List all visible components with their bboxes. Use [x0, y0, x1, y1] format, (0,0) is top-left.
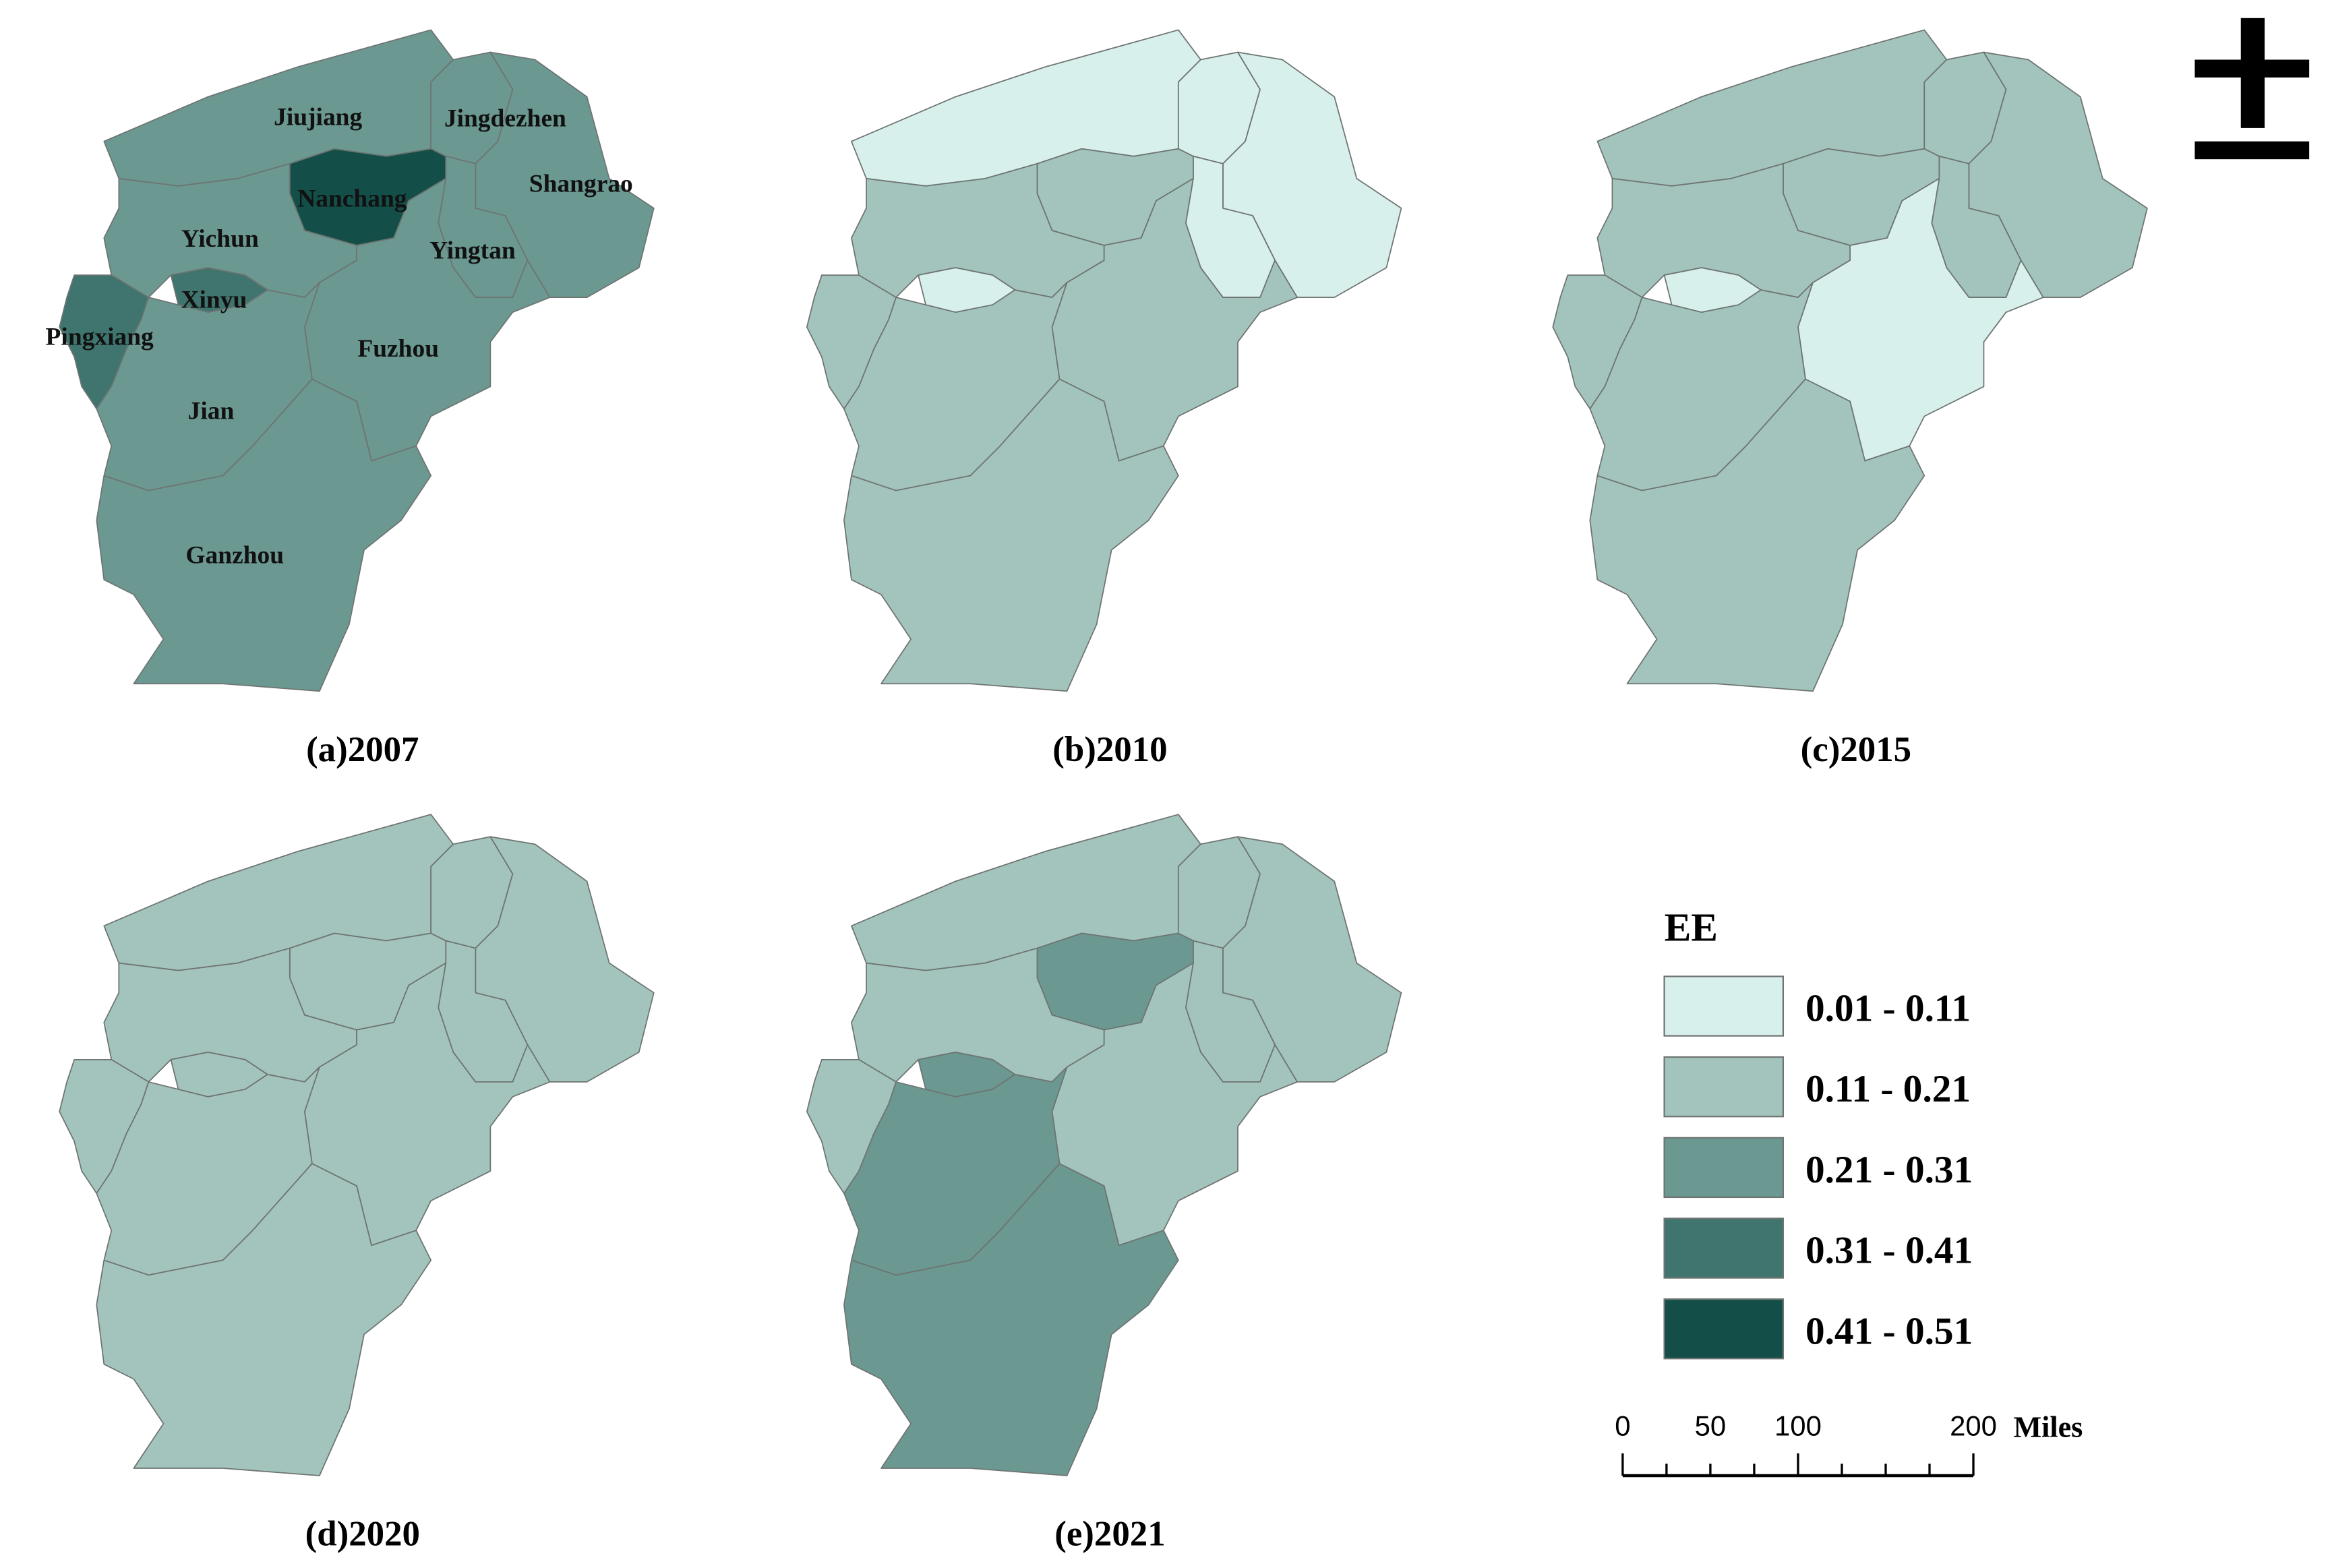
region-label: Pingxiang	[46, 323, 154, 351]
map-panel: (b)2010	[806, 29, 1402, 769]
scale-unit: Miles	[2014, 1411, 2083, 1444]
legend-label: 0.01 - 0.11	[1805, 988, 1971, 1030]
region	[1589, 378, 1925, 692]
map-panel: (e)2021	[806, 814, 1402, 1554]
scale-bar-label: 200	[1950, 1410, 1997, 1441]
region-label: Nanchang	[297, 185, 407, 212]
panel-caption: (a)2007	[306, 730, 419, 769]
region-label: Xinyu	[181, 286, 247, 313]
region-label: Fuzhou	[357, 335, 439, 363]
legend-label: 0.31 - 0.41	[1805, 1230, 1973, 1272]
region-label: Jingdezhen	[444, 104, 566, 132]
panel-caption: (b)2010	[1052, 730, 1167, 769]
legend-swatch	[1663, 1056, 1784, 1118]
map-panel: (c)2015	[1552, 29, 2148, 769]
region-label: Jian	[188, 398, 235, 425]
legend-label: 0.21 - 0.31	[1805, 1149, 1973, 1191]
legend-swatch	[1663, 1217, 1784, 1279]
scale-bar-label: 50	[1695, 1410, 1727, 1441]
legend-label: 0.41 - 0.51	[1805, 1310, 1973, 1352]
map-panel: (d)2020	[59, 814, 655, 1554]
map-panel: Jiujiang Jingdezhen Shangrao Yingtan Nanchan…	[46, 29, 655, 769]
north-arrow	[2194, 18, 2310, 160]
region	[96, 378, 432, 692]
region	[843, 378, 1179, 692]
scale-bar-label: 100	[1774, 1410, 1822, 1441]
panel-caption: (e)2021	[1054, 1515, 1165, 1554]
legend-swatch	[1663, 1137, 1784, 1199]
region	[843, 1163, 1179, 1476]
region-label: Yichun	[181, 225, 259, 253]
scale-bar-label: 0	[1615, 1410, 1630, 1441]
legend-swatch	[1663, 975, 1784, 1037]
region-label: Shangrao	[529, 170, 633, 198]
region-label: Yingtan	[429, 237, 516, 265]
north-arrow-bar	[2194, 59, 2310, 78]
region	[96, 1163, 432, 1476]
north-arrow-base	[2194, 141, 2310, 160]
legend-swatch	[1663, 1298, 1784, 1360]
region-label: Jiujiang	[274, 103, 362, 131]
panel-caption: (c)2015	[1801, 730, 1911, 769]
legend-label: 0.11 - 0.21	[1805, 1068, 1971, 1110]
panel-caption: (d)2020	[305, 1515, 420, 1554]
region-label: Ganzhou	[185, 541, 284, 569]
legend-title: EE	[1665, 905, 1718, 950]
